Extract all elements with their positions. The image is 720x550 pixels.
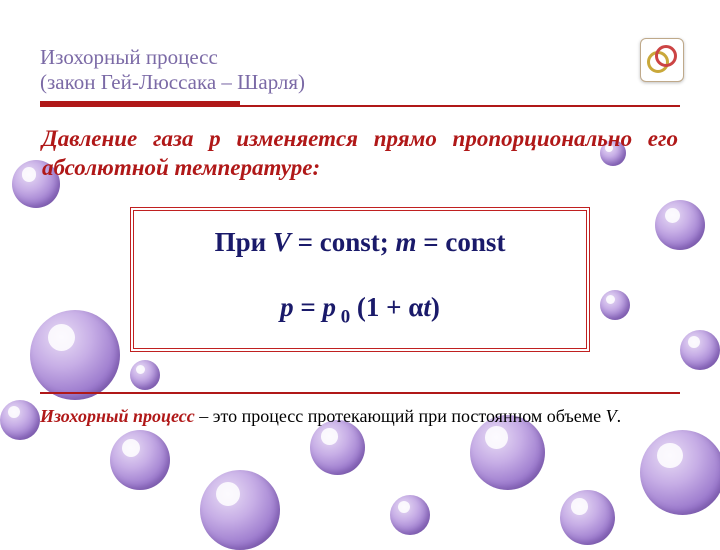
text: = const xyxy=(417,227,506,257)
sub-0: 0 xyxy=(336,306,350,327)
rule-thick xyxy=(40,101,240,107)
process-definition: Изохорный процесс – это процесс протекаю… xyxy=(40,406,680,427)
text: При xyxy=(215,227,273,257)
bottom-rule xyxy=(40,392,680,394)
rule-thin xyxy=(240,105,680,107)
var-p0: p xyxy=(323,292,337,322)
slide-title: Изохорный процесс (закон Гей-Люссака – Ш… xyxy=(40,45,680,95)
formula-conditions: При V = const; m = const xyxy=(144,227,576,258)
text: ) xyxy=(431,292,440,322)
var-p: p xyxy=(280,292,294,322)
var-m: m xyxy=(396,227,417,257)
formula-box: При V = const; m = const p = p 0 (1 + αt… xyxy=(130,207,590,352)
var-V: V xyxy=(606,406,617,426)
var-V: V xyxy=(273,227,291,257)
title-line-1: Изохорный процесс xyxy=(40,45,680,70)
var-t: t xyxy=(423,292,431,322)
text: (1 + α xyxy=(350,292,423,322)
definition-term: Изохорный процесс xyxy=(40,406,195,426)
slide-content: Изохорный процесс (закон Гей-Люссака – Ш… xyxy=(0,0,720,540)
text: = const; xyxy=(291,227,396,257)
title-line-2: (закон Гей-Люссака – Шарля) xyxy=(40,70,680,95)
law-statement: Давление газа p изменяется прямо пропорц… xyxy=(42,125,678,183)
rings-icon xyxy=(640,38,684,82)
formula-equation: p = p 0 (1 + αt) xyxy=(144,292,576,328)
period: . xyxy=(617,406,622,426)
title-underline xyxy=(40,101,680,107)
text: = xyxy=(294,292,323,322)
definition-text: – это процесс протекающий при постоянном… xyxy=(195,406,606,426)
